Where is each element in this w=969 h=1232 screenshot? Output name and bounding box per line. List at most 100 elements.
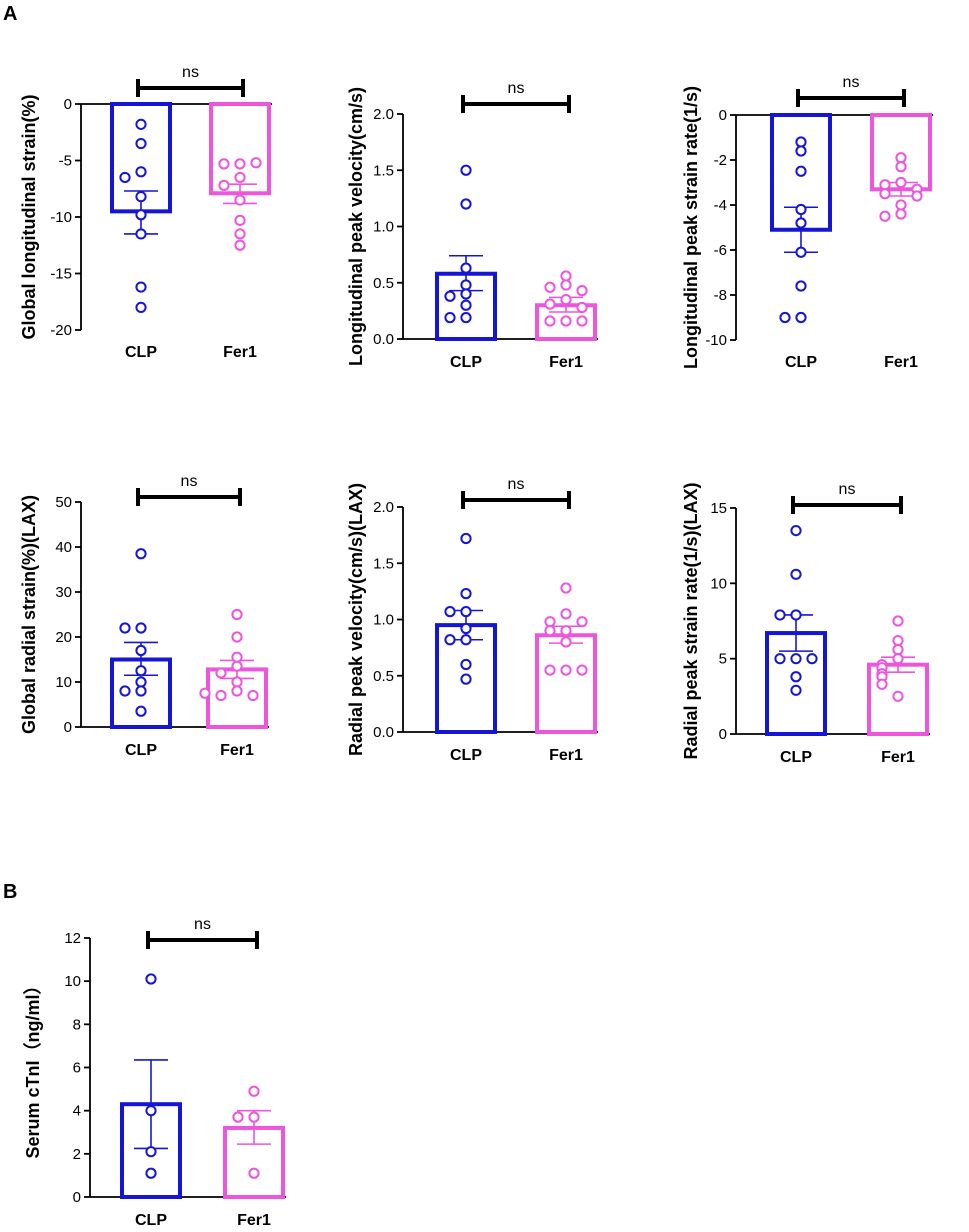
y-tick-label: 30 xyxy=(55,584,72,601)
data-point-fer1 xyxy=(234,171,246,184)
y-tick-label: 0.0 xyxy=(373,724,394,741)
data-point-clp xyxy=(460,588,472,600)
data-point-fer1 xyxy=(892,615,904,627)
y-tick-label: 2.0 xyxy=(373,499,394,516)
y-tick-label: 4 xyxy=(73,1103,81,1120)
chart-6: 0 5 10 15 Radial peak strain rate(1/s)(LAX) C… xyxy=(681,481,930,766)
data-point-fer1 xyxy=(234,194,246,206)
category-label-clp: CLP xyxy=(450,354,482,371)
y-tick-label: -5 xyxy=(59,153,72,170)
data-point-fer1 xyxy=(876,678,888,690)
category-label-clp: CLP xyxy=(785,354,817,371)
data-point-fer1 xyxy=(895,208,907,220)
data-point-clp xyxy=(145,1167,157,1179)
data-point-clp xyxy=(444,312,456,324)
category-label-fer1: Fer1 xyxy=(220,742,254,759)
data-point-clp xyxy=(795,246,807,258)
data-point-clp xyxy=(795,165,807,177)
category-label-fer1: Fer1 xyxy=(549,354,583,371)
data-point-clp xyxy=(135,166,147,178)
data-point-clp xyxy=(790,609,802,621)
y-tick-label: 10 xyxy=(710,575,727,592)
data-point-fer1 xyxy=(560,664,572,676)
significance-label: ns xyxy=(181,473,198,490)
data-point-clp xyxy=(460,312,472,324)
y-tick-label: 0.5 xyxy=(373,668,394,685)
data-point-clp xyxy=(460,532,472,545)
data-point-fer1 xyxy=(576,301,588,314)
y-tick-label: 0 xyxy=(719,107,727,124)
y-axis-label: Radial peak velocity(cm/s)(LAX) xyxy=(346,483,366,756)
data-point-clp xyxy=(806,653,818,665)
panel-label-a: A xyxy=(3,3,17,25)
data-point-clp xyxy=(145,973,157,985)
chart-2: 0.0 0.5 1.0 1.5 2.0 Longitudinal peak velocit… xyxy=(346,80,598,371)
data-point-fer1 xyxy=(544,281,556,293)
significance-label: ns xyxy=(839,481,856,498)
y-tick-label: 20 xyxy=(55,629,72,646)
data-point-fer1 xyxy=(544,298,556,310)
y-tick-label: 0 xyxy=(64,719,72,736)
data-point-fer1 xyxy=(895,152,907,164)
data-point-fer1 xyxy=(576,285,588,297)
y-tick-label: 8 xyxy=(73,1016,81,1033)
data-point-fer1 xyxy=(892,644,904,656)
data-point-fer1 xyxy=(576,315,588,327)
data-point-clp xyxy=(795,136,807,148)
data-point-clp xyxy=(135,137,147,150)
data-point-fer1 xyxy=(544,664,556,676)
y-tick-label: 1.0 xyxy=(373,612,394,629)
data-point-clp xyxy=(145,1105,157,1117)
data-point-clp xyxy=(119,171,131,184)
data-point-fer1 xyxy=(234,228,246,240)
y-tick-label: 5 xyxy=(719,651,727,668)
category-label-clp: CLP xyxy=(125,742,157,759)
panel-label-b: B xyxy=(3,881,17,903)
data-point-fer1 xyxy=(895,176,907,189)
y-tick-label: 0.0 xyxy=(373,331,394,348)
data-point-fer1 xyxy=(218,158,230,170)
y-tick-label: 1.5 xyxy=(373,162,394,179)
significance-label: ns xyxy=(508,80,525,97)
data-point-clp xyxy=(135,191,147,203)
data-point-clp xyxy=(145,1146,157,1158)
y-tick-label: -10 xyxy=(50,209,72,226)
chart-5: 0.0 0.5 1.0 1.5 2.0 Radial peak velocity(cm/s… xyxy=(346,476,598,764)
data-point-fer1 xyxy=(215,689,227,702)
category-label-fer1: Fer1 xyxy=(549,747,583,764)
y-tick-label: 50 xyxy=(55,494,72,511)
data-point-clp xyxy=(444,290,456,302)
data-point-fer1 xyxy=(199,687,211,699)
y-tick-label: -20 xyxy=(50,322,72,339)
y-tick-label: 15 xyxy=(710,500,727,517)
data-point-clp xyxy=(460,606,472,618)
data-point-clp xyxy=(790,671,802,683)
data-point-clp xyxy=(460,198,472,210)
data-point-fer1 xyxy=(895,199,907,211)
significance-label: ns xyxy=(508,476,525,493)
data-point-fer1 xyxy=(892,634,904,647)
data-point-clp xyxy=(444,606,456,618)
y-tick-label: -4 xyxy=(714,197,727,214)
chart-1: 0 -5 -10 -15 -20 Global longitudinal strain(%… xyxy=(19,64,272,361)
data-point-clp xyxy=(135,705,147,717)
data-point-fer1 xyxy=(895,161,907,173)
y-axis-label: Longitudinal peak velocity(cm/s) xyxy=(346,87,366,366)
category-label-clp: CLP xyxy=(780,749,812,766)
y-axis-label: Longitudinal peak strain rate(1/s) xyxy=(681,86,701,369)
data-point-fer1 xyxy=(544,315,556,327)
data-point-clp xyxy=(460,622,472,635)
category-label-clp: CLP xyxy=(450,747,482,764)
y-tick-label: 10 xyxy=(64,973,81,990)
data-point-fer1 xyxy=(215,667,227,679)
data-point-clp xyxy=(774,609,786,621)
data-point-fer1 xyxy=(560,636,572,648)
y-tick-label: -2 xyxy=(714,152,727,169)
y-tick-label: 0 xyxy=(719,726,727,743)
data-point-fer1 xyxy=(231,651,243,663)
y-axis-label: Radial peak strain rate(1/s)(LAX) xyxy=(681,482,701,759)
data-point-clp xyxy=(135,301,147,313)
chart-4: 0 10 20 30 40 50 Global radial strain(%)(LAX) C… xyxy=(19,473,269,759)
data-point-clp xyxy=(135,685,147,697)
data-point-fer1 xyxy=(231,608,243,621)
